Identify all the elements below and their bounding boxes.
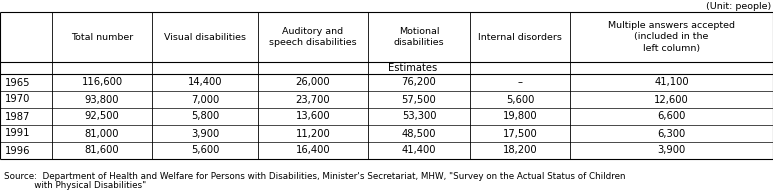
Text: 48,500: 48,500 <box>402 129 436 139</box>
Text: 17,500: 17,500 <box>502 129 537 139</box>
Text: 1970: 1970 <box>5 95 30 104</box>
Text: 26,000: 26,000 <box>296 78 330 87</box>
Text: 19,800: 19,800 <box>502 112 537 122</box>
Text: Auditory and
speech disabilities: Auditory and speech disabilities <box>269 27 357 47</box>
Text: 23,700: 23,700 <box>296 95 330 104</box>
Text: 16,400: 16,400 <box>296 146 330 156</box>
Text: 3,900: 3,900 <box>657 146 686 156</box>
Text: –: – <box>517 78 523 87</box>
Text: 14,400: 14,400 <box>188 78 223 87</box>
Text: Visual disabilities: Visual disabilities <box>164 32 246 41</box>
Text: 53,300: 53,300 <box>402 112 436 122</box>
Text: 5,800: 5,800 <box>191 112 219 122</box>
Text: 81,000: 81,000 <box>85 129 119 139</box>
Text: 5,600: 5,600 <box>191 146 220 156</box>
Text: 7,000: 7,000 <box>191 95 219 104</box>
Text: 41,400: 41,400 <box>402 146 436 156</box>
Text: 3,900: 3,900 <box>191 129 219 139</box>
Text: 13,600: 13,600 <box>296 112 330 122</box>
Text: 116,600: 116,600 <box>81 78 123 87</box>
Text: Source:  Department of Health and Welfare for Persons with Disabilities, Ministe: Source: Department of Health and Welfare… <box>4 172 625 181</box>
Text: 93,800: 93,800 <box>85 95 119 104</box>
Text: 12,600: 12,600 <box>654 95 689 104</box>
Text: 6,600: 6,600 <box>657 112 686 122</box>
Text: 57,500: 57,500 <box>402 95 437 104</box>
Text: 76,200: 76,200 <box>402 78 437 87</box>
Text: 5,600: 5,600 <box>506 95 534 104</box>
Text: 92,500: 92,500 <box>84 112 119 122</box>
Text: 81,600: 81,600 <box>85 146 119 156</box>
Text: 11,200: 11,200 <box>295 129 330 139</box>
Text: 1965: 1965 <box>5 78 30 87</box>
Text: Internal disorders: Internal disorders <box>478 32 562 41</box>
Text: 1996: 1996 <box>5 146 30 156</box>
Text: 1987: 1987 <box>5 112 30 122</box>
Text: Motional
disabilities: Motional disabilities <box>393 27 444 47</box>
Text: Multiple answers accepted
(included in the
left column): Multiple answers accepted (included in t… <box>608 21 735 53</box>
Text: with Physical Disabilities": with Physical Disabilities" <box>4 181 146 190</box>
Text: 18,200: 18,200 <box>502 146 537 156</box>
Text: 41,100: 41,100 <box>654 78 689 87</box>
Text: Estimates: Estimates <box>388 63 437 73</box>
Text: (Unit: people): (Unit: people) <box>706 2 771 11</box>
Text: 1991: 1991 <box>5 129 30 139</box>
Text: Total number: Total number <box>71 32 133 41</box>
Text: 6,300: 6,300 <box>657 129 686 139</box>
